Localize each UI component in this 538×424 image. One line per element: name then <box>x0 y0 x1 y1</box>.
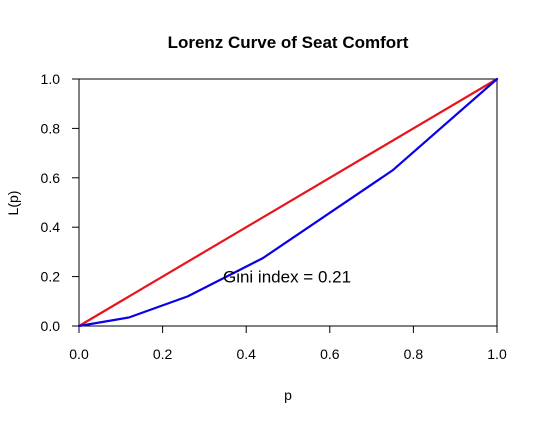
chart-title: Lorenz Curve of Seat Comfort <box>168 33 409 52</box>
x-tick-label: 0.4 <box>236 346 256 362</box>
x-axis: 0.0 0.2 0.4 0.6 0.8 1.0 <box>69 326 507 362</box>
y-axis-label: L(p) <box>5 191 21 216</box>
series-layer <box>77 77 499 328</box>
x-axis-label: p <box>284 387 292 403</box>
x-tick-label: 0.8 <box>404 346 424 362</box>
y-tick-label: 0.8 <box>41 120 61 136</box>
equality-line <box>77 77 499 328</box>
x-tick-label: 0.0 <box>69 346 89 362</box>
y-tick-label: 0.2 <box>41 269 61 285</box>
y-tick-label: 0.6 <box>41 170 61 186</box>
plot-frame <box>78 78 498 327</box>
y-tick-label: 0.0 <box>41 318 61 334</box>
x-tick-label: 0.2 <box>153 346 173 362</box>
y-axis: 0.0 0.2 0.4 0.6 0.8 1.0 <box>41 71 79 334</box>
x-tick-label: 1.0 <box>487 346 507 362</box>
annotation-layer: Gini index = 0.21 <box>223 268 351 287</box>
lorenz-curve-line <box>77 77 499 328</box>
y-tick-label: 0.4 <box>41 219 61 235</box>
gini-annotation: Gini index = 0.21 <box>223 268 351 287</box>
y-tick-label: 1.0 <box>41 71 61 87</box>
x-tick-label: 0.6 <box>320 346 340 362</box>
